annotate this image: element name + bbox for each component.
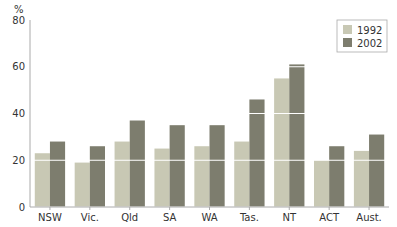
bar bbox=[210, 125, 225, 207]
x-tick-label: WA bbox=[201, 212, 217, 223]
y-axis-label: % bbox=[14, 4, 24, 15]
bar bbox=[249, 99, 264, 207]
legend: 1992 2002 bbox=[337, 20, 387, 52]
x-tick bbox=[169, 207, 170, 210]
x-tick-label: Tas. bbox=[239, 212, 259, 223]
bar bbox=[115, 142, 130, 207]
bar bbox=[50, 142, 65, 207]
bar bbox=[329, 146, 344, 207]
x-tick-label: SA bbox=[163, 212, 177, 223]
grid-line bbox=[30, 113, 389, 114]
grid-line bbox=[30, 20, 389, 21]
legend-frame bbox=[337, 20, 387, 52]
bar bbox=[154, 149, 169, 207]
x-tick bbox=[129, 207, 130, 210]
bar bbox=[354, 151, 369, 207]
x-tick-label: NT bbox=[282, 212, 296, 223]
x-tick bbox=[249, 207, 250, 210]
y-tick-label: 40 bbox=[12, 108, 25, 119]
x-tick-label: Aust. bbox=[356, 212, 382, 223]
x-tick bbox=[369, 207, 370, 210]
y-tick-label: 20 bbox=[12, 155, 25, 166]
legend-label: 2002 bbox=[357, 38, 382, 49]
legend-swatch bbox=[343, 38, 352, 47]
x-tick-label: Qld bbox=[121, 212, 138, 223]
y-axis bbox=[30, 20, 31, 207]
bar bbox=[234, 142, 249, 207]
x-tick-label: ACT bbox=[319, 212, 340, 223]
y-tick-label: 80 bbox=[12, 15, 25, 26]
bar bbox=[314, 160, 329, 207]
grid-line bbox=[30, 160, 389, 161]
chart: 0 20 40 60 80 NSW Vic. Qld SA WA Tas. NT ACT Aust.% 19… bbox=[0, 0, 397, 227]
bar bbox=[170, 125, 185, 207]
bar bbox=[90, 146, 105, 207]
bar bbox=[194, 146, 209, 207]
x-tick bbox=[89, 207, 90, 210]
x-tick-label: NSW bbox=[38, 212, 62, 223]
bar bbox=[369, 135, 384, 207]
x-tick bbox=[289, 207, 290, 210]
bars bbox=[35, 64, 384, 207]
x-tick bbox=[209, 207, 210, 210]
grid-line bbox=[30, 66, 389, 67]
bar bbox=[35, 153, 50, 207]
x-tick-label: Vic. bbox=[81, 212, 99, 223]
bar bbox=[75, 163, 90, 207]
legend-swatch bbox=[343, 25, 352, 34]
y-tick-label: 0 bbox=[19, 202, 25, 213]
bar bbox=[274, 78, 289, 207]
x-tick bbox=[49, 207, 50, 210]
bar bbox=[130, 121, 145, 207]
x-tick bbox=[329, 207, 330, 210]
legend-label: 1992 bbox=[357, 25, 382, 36]
bar bbox=[289, 64, 304, 207]
y-tick-label: 60 bbox=[12, 61, 25, 72]
